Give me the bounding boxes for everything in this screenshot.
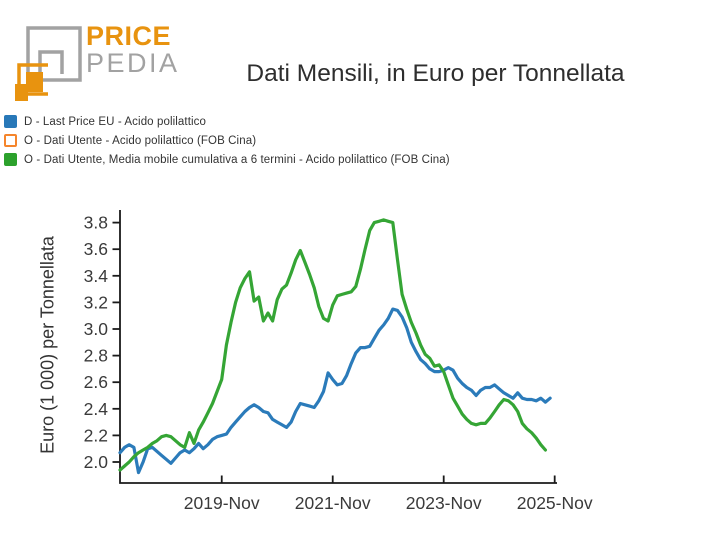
legend-label: O - Dati Utente - Acido polilattico (FOB… <box>24 134 257 147</box>
logo-orange-step <box>15 72 43 92</box>
legend-item-dati-utente[interactable]: O - Dati Utente - Acido polilattico (FOB… <box>4 131 450 150</box>
legend-item-media-mobile[interactable]: O - Dati Utente, Media mobile cumulativa… <box>4 150 450 169</box>
pricepedia-logo-mark <box>15 26 82 101</box>
legend-swatch-green-icon <box>4 153 17 166</box>
y-tick-label: 2.2 <box>84 425 108 445</box>
axis-lines <box>119 210 557 484</box>
y-tick-label: 3.4 <box>84 266 109 286</box>
x-tick-label: 2021-Nov <box>295 493 371 513</box>
y-tick-label: 2.6 <box>84 372 108 392</box>
logo-word-pedia: PEDIA <box>86 48 180 78</box>
logo-word-price: PRICE <box>86 21 172 51</box>
chart-title: Dati Mensili, in Euro per Tonnellata <box>246 60 625 88</box>
y-tick-label: 2.8 <box>84 346 108 366</box>
y-tick-label: 3.8 <box>84 213 108 233</box>
series-line-blue <box>118 307 552 475</box>
series-line-green <box>118 218 548 472</box>
legend-item-last-price-eu[interactable]: D - Last Price EU - Acido polilattico <box>4 112 450 131</box>
x-tick-label: 2023-Nov <box>406 493 482 513</box>
y-tick-label: 2.4 <box>84 399 109 419</box>
legend-swatch-blue-icon <box>4 115 17 128</box>
legend-label: O - Dati Utente, Media mobile cumulativa… <box>24 153 450 166</box>
logo-orange-bracket <box>17 63 48 96</box>
y-tick-label: 3.2 <box>84 292 108 312</box>
legend-label: D - Last Price EU - Acido polilattico <box>24 115 207 128</box>
y-tick-label: 2.0 <box>84 452 109 472</box>
chart-legend: D - Last Price EU - Acido polilattico O … <box>4 112 450 169</box>
x-tick-label: 2019-Nov <box>184 493 260 513</box>
logo-inner-gray-bracket <box>38 50 64 74</box>
y-tick-label: 3.6 <box>84 239 108 259</box>
logo-outer-square <box>26 26 82 82</box>
x-tick-label: 2025-Nov <box>517 493 593 513</box>
logo-orange-foot <box>15 92 28 101</box>
pricepedia-logo-text: PRICE PEDIA <box>86 23 180 77</box>
pricepedia-logo: PRICE PEDIA <box>6 6 236 101</box>
legend-swatch-orange-outline-icon <box>4 134 17 147</box>
y-tick-label: 3.0 <box>84 319 109 339</box>
